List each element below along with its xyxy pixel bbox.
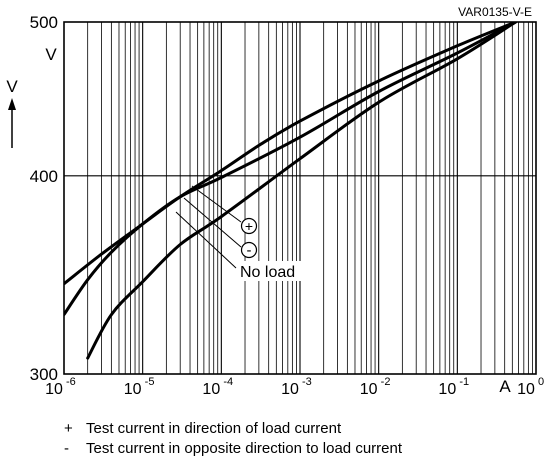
y-ticks: 300 400 500 (30, 13, 58, 384)
x-tick-exponent: -5 (145, 376, 155, 388)
plot-frame (63, 21, 537, 375)
series-line-1 (64, 22, 518, 317)
y-tick-label: 300 (30, 365, 58, 384)
legend-symbol-plus: + (64, 420, 73, 437)
x-axis-unit: A (499, 377, 511, 396)
figure-id: VAR0135-V-E (458, 5, 532, 19)
grid (64, 22, 536, 374)
annotation-leader-no-load (175, 211, 237, 269)
x-tick-exponent: -4 (223, 376, 233, 388)
x-tick-exponent: -1 (459, 376, 469, 388)
series-line-2 (86, 22, 518, 360)
annotation-minus-circle (240, 241, 258, 259)
x-tick-label: 10 (45, 381, 63, 398)
legend-text-plus: Test current in direction of load curren… (86, 420, 342, 437)
y-axis-arrow-icon (8, 98, 16, 148)
y-axis-unit: V (45, 45, 57, 64)
x-tick-exponent: -6 (66, 376, 76, 388)
y-tick-label: 400 (30, 167, 58, 186)
annotation-plus-symbol: + (245, 218, 253, 234)
x-tick-label: 10 (281, 381, 299, 398)
annotation-leader-minus (183, 197, 242, 248)
y-tick-label: 500 (30, 13, 58, 32)
series-line-0 (64, 22, 518, 286)
x-tick-label: 10 (360, 381, 378, 398)
legend-text-minus: Test current in opposite direction to lo… (86, 440, 403, 457)
legend-item-plus: + Test current in direction of load curre… (64, 420, 341, 437)
annotation-no-load: No load (240, 264, 295, 281)
x-ticks: 10 -6 10 -5 10 -4 10 -3 10 -2 10 -1 10 0 (45, 376, 544, 398)
x-tick-label: 10 (438, 381, 456, 398)
x-tick-exponent: 0 (538, 376, 544, 388)
x-tick-label: 10 (202, 381, 220, 398)
annotations: + - No load (175, 185, 301, 281)
x-tick-label: 10 (517, 381, 535, 398)
x-tick-exponent: -3 (302, 376, 312, 388)
annotation-leader-plus (191, 185, 242, 223)
x-tick-label: 10 (124, 381, 142, 398)
x-tick-exponent: -2 (381, 376, 391, 388)
annotation-minus-symbol: - (247, 242, 252, 259)
curves (64, 22, 518, 360)
legend-item-minus: - Test current in opposite direction to l… (64, 440, 402, 457)
y-axis-label: V (6, 77, 18, 96)
annotation-plus-circle (240, 217, 258, 235)
legend-symbol-minus: - (64, 440, 69, 457)
